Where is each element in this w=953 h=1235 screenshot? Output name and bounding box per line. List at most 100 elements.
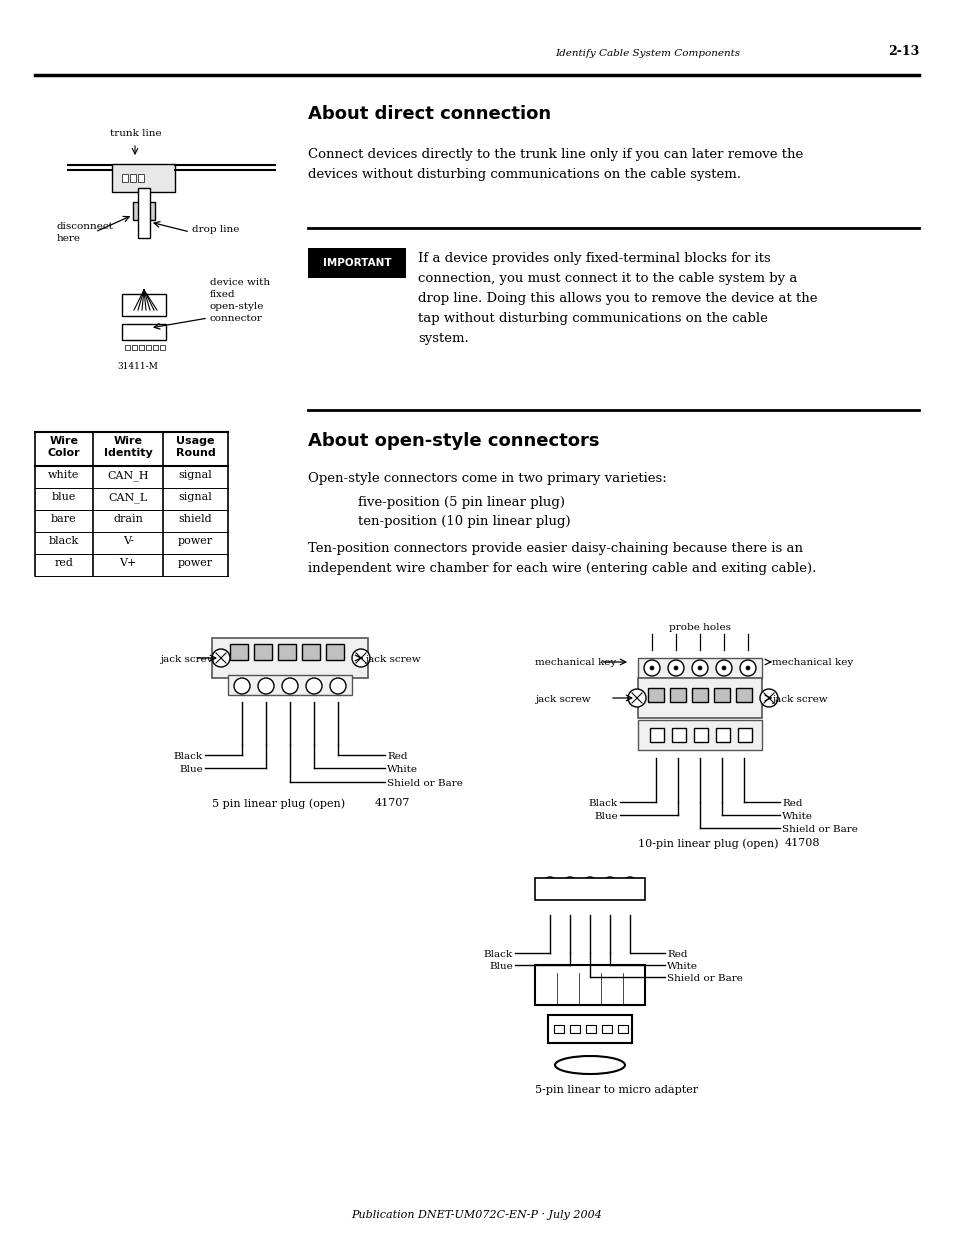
Text: open-style: open-style — [210, 303, 264, 311]
Text: 5 pin linear plug (open): 5 pin linear plug (open) — [212, 798, 345, 809]
Text: Wire
Color: Wire Color — [48, 436, 80, 458]
Bar — [152, 345, 158, 350]
Bar — [693, 727, 707, 742]
Text: shield: shield — [178, 514, 213, 524]
Circle shape — [587, 883, 592, 887]
Text: 10-pin linear plug (open): 10-pin linear plug (open) — [638, 839, 778, 848]
Text: mechanical key: mechanical key — [535, 658, 616, 667]
Bar — [735, 688, 751, 701]
Bar — [122, 324, 166, 340]
Text: V-: V- — [123, 536, 133, 546]
Text: fixed: fixed — [210, 290, 235, 299]
Text: drop line: drop line — [192, 225, 239, 233]
Bar — [122, 294, 166, 316]
Bar — [146, 325, 151, 330]
Text: About open-style connectors: About open-style connectors — [308, 432, 598, 450]
Circle shape — [306, 678, 322, 694]
Bar — [146, 345, 151, 350]
Bar — [713, 688, 729, 701]
Circle shape — [607, 883, 612, 887]
Text: Identify Cable System Components: Identify Cable System Components — [555, 49, 740, 58]
Text: jack screw: jack screw — [771, 695, 827, 704]
Circle shape — [352, 650, 370, 667]
Bar — [132, 345, 137, 350]
Text: Connect devices directly to the trunk line only if you can later remove the
devi: Connect devices directly to the trunk li… — [308, 148, 802, 182]
Text: Black: Black — [588, 799, 618, 808]
Ellipse shape — [555, 1056, 624, 1074]
Text: Red: Red — [781, 799, 801, 808]
Text: Publication DNET-UM072C-EN-P · July 2004: Publication DNET-UM072C-EN-P · July 2004 — [352, 1210, 601, 1220]
Bar — [132, 325, 137, 330]
Bar — [139, 325, 144, 330]
Circle shape — [667, 659, 683, 676]
Bar — [326, 643, 344, 659]
Circle shape — [257, 678, 274, 694]
Bar — [212, 638, 368, 678]
Circle shape — [760, 689, 778, 706]
Bar — [738, 727, 751, 742]
Circle shape — [581, 877, 598, 893]
Text: CAN_L: CAN_L — [109, 492, 148, 503]
Text: 5-pin linear to micro adapter: 5-pin linear to micro adapter — [535, 1086, 698, 1095]
Bar — [230, 643, 248, 659]
Circle shape — [716, 659, 731, 676]
Text: About direct connection: About direct connection — [308, 105, 551, 124]
Circle shape — [561, 877, 578, 893]
Text: Blue: Blue — [179, 764, 203, 774]
Bar — [554, 1025, 563, 1032]
Text: power: power — [178, 536, 213, 546]
Text: five-position (5 pin linear plug): five-position (5 pin linear plug) — [357, 496, 564, 509]
Bar — [638, 678, 761, 718]
Circle shape — [649, 666, 654, 671]
Text: ten-position (10 pin linear plug): ten-position (10 pin linear plug) — [357, 515, 570, 529]
Circle shape — [567, 883, 572, 887]
Text: Black: Black — [173, 752, 203, 761]
Text: V+: V+ — [119, 558, 136, 568]
Text: connector: connector — [210, 314, 263, 324]
Text: jack screw: jack screw — [535, 695, 590, 704]
Bar — [547, 1015, 631, 1044]
Bar — [716, 727, 729, 742]
Circle shape — [698, 666, 701, 671]
Circle shape — [212, 650, 230, 667]
Bar — [125, 325, 130, 330]
Circle shape — [721, 666, 725, 671]
Text: white: white — [49, 471, 80, 480]
Text: Ten-position connectors provide easier daisy-chaining because there is an
indepe: Ten-position connectors provide easier d… — [308, 542, 816, 576]
Text: Shield or Bare: Shield or Bare — [666, 974, 742, 983]
Text: mechanical key: mechanical key — [771, 658, 852, 667]
Bar — [585, 1025, 596, 1032]
Bar — [253, 643, 272, 659]
Bar — [638, 658, 761, 678]
Circle shape — [745, 666, 749, 671]
Text: power: power — [178, 558, 213, 568]
Circle shape — [601, 877, 618, 893]
Text: 41707: 41707 — [375, 798, 410, 808]
Text: here: here — [57, 233, 81, 243]
Bar — [302, 643, 319, 659]
Text: signal: signal — [178, 492, 213, 501]
Bar — [130, 174, 136, 182]
Text: Shield or Bare: Shield or Bare — [387, 779, 462, 788]
Text: bare: bare — [51, 514, 77, 524]
Text: disconnect: disconnect — [57, 222, 113, 231]
Text: 31411-M: 31411-M — [117, 362, 158, 370]
Bar — [649, 727, 663, 742]
Text: jack screw: jack screw — [365, 655, 420, 664]
Text: Blue: Blue — [489, 962, 513, 971]
Text: Wire
Identity: Wire Identity — [104, 436, 152, 458]
Text: Blue: Blue — [594, 811, 618, 821]
Text: 41708: 41708 — [783, 839, 820, 848]
Circle shape — [621, 877, 638, 893]
Circle shape — [643, 659, 659, 676]
Circle shape — [547, 883, 552, 887]
Circle shape — [740, 659, 755, 676]
Text: black: black — [49, 536, 79, 546]
Text: White: White — [387, 764, 417, 774]
Bar — [228, 676, 352, 695]
Text: White: White — [666, 962, 698, 971]
Bar — [138, 174, 144, 182]
Bar — [112, 164, 174, 191]
Bar — [691, 688, 707, 701]
Bar — [669, 688, 685, 701]
